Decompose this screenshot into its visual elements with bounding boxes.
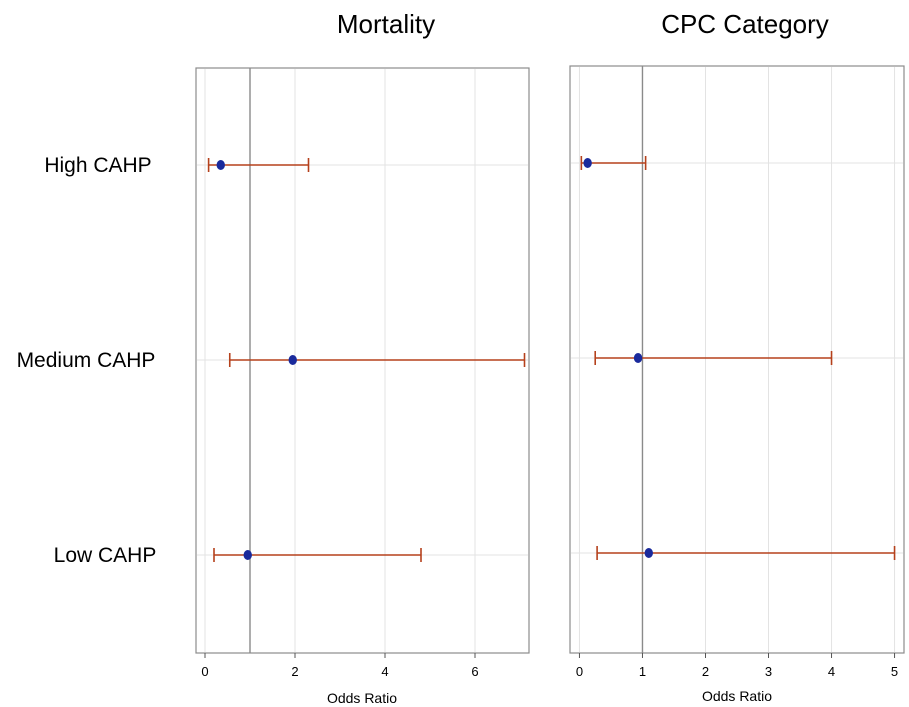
panel-title-cpc-category: CPC Category <box>661 9 829 39</box>
x-tick-label-mortality-1: 2 <box>291 664 298 679</box>
x-tick-label-cpc-category-1: 1 <box>639 664 646 679</box>
panel-title-mortality: Mortality <box>337 9 435 39</box>
category-label-low: Low CAHP <box>54 544 157 567</box>
plot-frame-mortality <box>195 67 530 654</box>
cpc-category-panel: CPC Category 0 1 2 3 4 5 Odds Ratio <box>569 9 905 704</box>
x-axis-title-mortality: Odds Ratio <box>327 690 397 706</box>
point-estimate-cpc-category-low <box>644 548 653 558</box>
x-tick-label-cpc-category-4: 4 <box>828 664 835 679</box>
point-estimate-mortality-medium <box>288 355 297 365</box>
mortality-panel: Mortality 0 2 4 6 Odds Ratio <box>195 9 530 706</box>
category-label-medium: Medium CAHP <box>17 349 156 372</box>
x-tick-label-cpc-category-3: 3 <box>765 664 772 679</box>
x-tick-label-mortality-2: 4 <box>381 664 388 679</box>
point-estimate-cpc-category-medium <box>633 353 643 363</box>
x-tick-label-cpc-category-5: 5 <box>891 664 898 679</box>
x-axis-title-cpc-category: Odds Ratio <box>702 688 772 704</box>
point-estimate-mortality-high <box>216 160 225 170</box>
x-tick-label-mortality-0: 0 <box>201 664 208 679</box>
x-tick-label-mortality-3: 6 <box>471 664 478 679</box>
point-estimate-mortality-low <box>243 550 252 560</box>
x-tick-label-cpc-category-2: 2 <box>702 664 709 679</box>
x-tick-label-cpc-category-0: 0 <box>576 664 583 679</box>
category-label-high: High CAHP <box>44 154 151 177</box>
point-estimate-cpc-category-high <box>583 158 592 168</box>
plot-frame-cpc-category <box>569 65 905 654</box>
